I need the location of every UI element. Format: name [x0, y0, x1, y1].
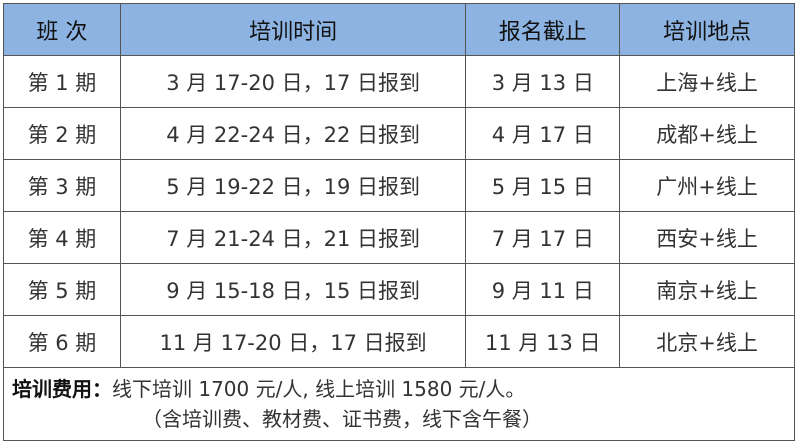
header-class: 班 次: [3, 3, 121, 56]
cell-deadline: 7 月 17 日: [465, 211, 621, 264]
cell-class: 第 1 期: [3, 55, 121, 108]
cell-class: 第 3 期: [3, 159, 121, 212]
cell-class: 第 6 期: [3, 315, 121, 368]
cell-time: 7 月 21-24 日，21 日报到: [119, 211, 467, 264]
cell-deadline: 11 月 13 日: [465, 315, 621, 368]
cell-class: 第 5 期: [3, 263, 121, 316]
fee-text: 线下培训 1700 元/人, 线上培训 1580 元/人。: [112, 377, 526, 401]
cell-location: 南京+线上: [619, 263, 795, 316]
cell-location: 成都+线上: [619, 107, 795, 160]
cell-deadline: 4 月 17 日: [465, 107, 621, 160]
header-deadline: 报名截止: [465, 3, 621, 56]
header-time: 培训时间: [119, 3, 467, 56]
cell-location: 广州+线上: [619, 159, 795, 212]
cell-deadline: 3 月 13 日: [465, 55, 621, 108]
header-location: 培训地点: [619, 3, 795, 56]
cell-class: 第 2 期: [3, 107, 121, 160]
table-row: 第 6 期 11 月 17-20 日，17 日报到 11 月 13 日北京+线上: [3, 315, 795, 368]
cell-class: 第 4 期: [3, 211, 121, 264]
cell-time: 4 月 22-24 日，22 日报到: [119, 107, 467, 160]
cell-location: 上海+线上: [619, 55, 795, 108]
cell-location: 北京+线上: [619, 315, 795, 368]
cell-time: 3 月 17-20 日，17 日报到: [119, 55, 467, 108]
cell-deadline: 9 月 11 日: [465, 263, 621, 316]
fee-includes: （含培训费、教材费、证书费，线下含午餐）: [142, 407, 542, 431]
cell-time: 9 月 15-18 日，15 日报到: [119, 263, 467, 316]
fee-row: 培训费用：线下培训 1700 元/人, 线上培训 1580 元/人。 （含培训费…: [3, 367, 795, 441]
cell-deadline: 5 月 15 日: [465, 159, 621, 212]
cell-time: 5 月 19-22 日，19 日报到: [119, 159, 467, 212]
fee-label: 培训费用：: [12, 377, 112, 401]
fee-note: 培训费用：线下培训 1700 元/人, 线上培训 1580 元/人。 （含培训费…: [3, 367, 795, 441]
header-row: 班 次 培训时间 报名截止 培训地点: [3, 3, 795, 56]
cell-time: 11 月 17-20 日，17 日报到: [119, 315, 467, 368]
cell-location: 西安+线上: [619, 211, 795, 264]
